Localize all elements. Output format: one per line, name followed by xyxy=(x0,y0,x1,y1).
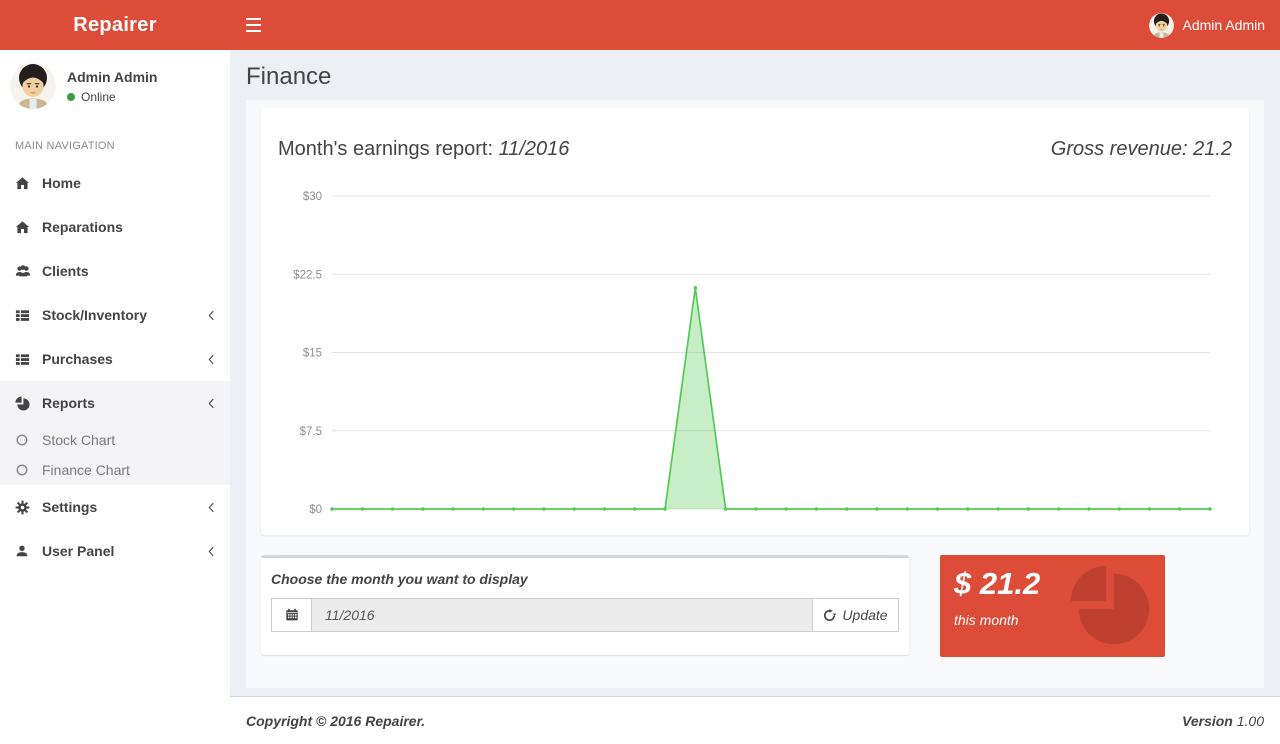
sidebar-item-finance-chart[interactable]: Finance Chart xyxy=(0,455,230,485)
top-navbar: Admin Admin xyxy=(230,0,1280,50)
copyright-text: Copyright © 2016 Repairer. xyxy=(246,712,426,729)
chevron-left-icon xyxy=(208,502,215,513)
main-footer: Copyright © 2016 Repairer. Version 1.00 xyxy=(230,696,1280,744)
svg-text:$30: $30 xyxy=(303,191,322,203)
svg-text:$7.5: $7.5 xyxy=(300,426,322,438)
svg-text:$15: $15 xyxy=(303,348,322,360)
sidebar-item-settings[interactable]: Settings xyxy=(0,485,230,529)
month-input-group: Update xyxy=(271,598,899,632)
content-panel: Month's earnings report: 11/2016 Gross r… xyxy=(246,100,1264,688)
gear-icon xyxy=(15,500,42,515)
sidebar-item-home[interactable]: Home xyxy=(0,161,230,205)
page-title: Finance xyxy=(246,63,332,90)
chart-header: Month's earnings report: 11/2016 Gross r… xyxy=(278,138,1232,161)
circle-o-icon xyxy=(15,433,42,447)
month-picker-box: Choose the month you want to display xyxy=(261,555,909,655)
sidebar-item-purchases[interactable]: Purchases xyxy=(0,337,230,381)
users-icon xyxy=(15,263,42,279)
earnings-chart-box: Month's earnings report: 11/2016 Gross r… xyxy=(261,108,1249,535)
sidebar-item-clients[interactable]: Clients xyxy=(0,249,230,293)
calendar-icon xyxy=(271,598,312,632)
hamburger-icon xyxy=(246,17,261,21)
sidebar-user-name: Admin Admin xyxy=(67,69,158,85)
sidebar-item-reparations[interactable]: Reparations xyxy=(0,205,230,249)
home-icon xyxy=(15,176,42,191)
pie-chart-icon xyxy=(15,395,42,411)
chevron-left-icon xyxy=(208,398,215,409)
chevron-left-icon xyxy=(208,354,215,365)
svg-text:$0: $0 xyxy=(309,504,322,516)
user-menu-label: Admin Admin xyxy=(1182,17,1265,33)
user-avatar xyxy=(1148,12,1174,38)
month-picker-label: Choose the month you want to display xyxy=(271,571,528,587)
user-status: Online xyxy=(67,90,157,104)
month-input[interactable] xyxy=(311,598,813,632)
online-status-icon xyxy=(67,93,75,101)
main-header: Repairer xyxy=(0,0,1280,50)
pie-chart-icon xyxy=(1065,562,1153,650)
chevron-left-icon xyxy=(208,546,215,557)
user-menu[interactable]: Admin Admin xyxy=(1134,0,1280,50)
svg-text:$22.5: $22.5 xyxy=(293,269,322,281)
version-text: Version 1.00 xyxy=(1182,712,1264,729)
sidebar-user-avatar xyxy=(10,63,56,109)
circle-o-icon xyxy=(15,463,42,477)
content-area: Finance Month's earnings report: 11/2016… xyxy=(230,50,1280,696)
sidebar-item-stock-inventory[interactable]: Stock/Inventory xyxy=(0,293,230,337)
sidebar-toggle-button[interactable] xyxy=(230,0,277,50)
list-icon xyxy=(15,352,42,367)
chart-title: Month's earnings report: 11/2016 xyxy=(278,138,570,160)
brand-logo[interactable]: Repairer xyxy=(0,0,230,50)
user-icon xyxy=(15,544,42,558)
sidebar-item-reports[interactable]: Reports xyxy=(0,381,230,425)
month-total-caption: this month xyxy=(954,612,1019,628)
chart-title-month: 11/2016 xyxy=(498,138,570,160)
home-icon xyxy=(15,220,42,235)
gross-revenue-label: Gross revenue: 21.2 xyxy=(1050,138,1232,160)
month-total-amount: $ 21.2 xyxy=(954,566,1041,601)
update-button[interactable]: Update xyxy=(812,598,899,632)
chevron-left-icon xyxy=(208,310,215,321)
sidebar: Admin Admin Online MAIN NAVIGATION Home … xyxy=(0,50,230,744)
refresh-icon xyxy=(823,608,837,622)
bottom-row: Choose the month you want to display xyxy=(261,555,1249,657)
earnings-area-chart: $0 $7.5 $15 $22.5 $30 xyxy=(281,184,1229,519)
sidebar-item-user-panel[interactable]: User Panel xyxy=(0,529,230,573)
month-total-info-box: $ 21.2 this month xyxy=(940,555,1165,657)
sidebar-item-stock-chart[interactable]: Stock Chart xyxy=(0,425,230,455)
sidebar-user-panel: Admin Admin Online xyxy=(0,50,230,119)
brand-name: Repairer xyxy=(73,13,157,36)
list-icon xyxy=(15,308,42,323)
sidebar-menu: Home Reparations Clients xyxy=(0,161,230,573)
sidebar-treeview-reports: Reports Stock Chart Finance Chart xyxy=(0,381,230,485)
sidebar-section-label: MAIN NAVIGATION xyxy=(15,140,115,152)
reports-submenu: Stock Chart Finance Chart xyxy=(0,425,230,485)
